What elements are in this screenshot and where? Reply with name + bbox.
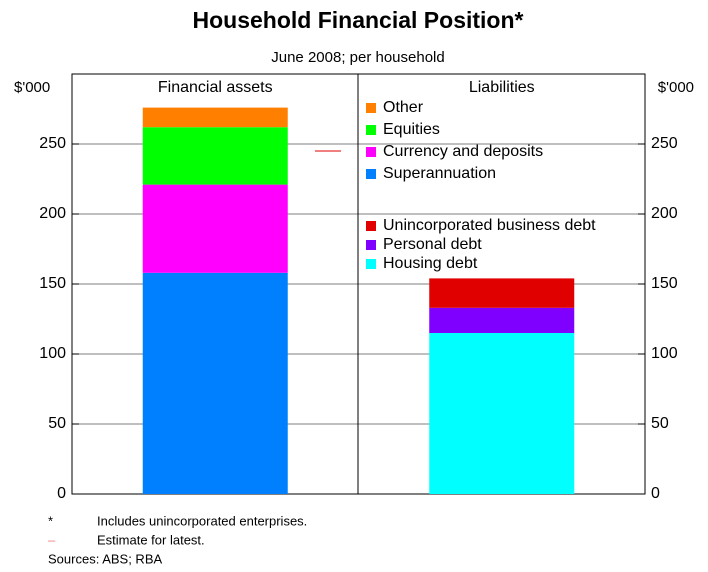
legend-label: Other [383,99,424,116]
y-tick-label: 50 [48,415,66,432]
chart-subtitle: June 2008; per household [271,49,444,66]
legend-label: Unincorporated business debt [383,217,596,234]
legend-label: Personal debt [383,236,482,253]
legend-label: Currency and deposits [383,143,543,160]
bar-segment [142,127,288,185]
legend-swatch [366,103,376,113]
y-tick-label: 150 [39,275,66,292]
chart-title: Household Financial Position* [193,7,524,33]
y2-tick-label: 0 [651,485,660,502]
y-tick-label: 200 [39,205,66,222]
y2-tick-label: 50 [651,415,669,432]
category-label: Financial assets [158,79,273,96]
bar-segment [429,333,575,494]
bar-segment [142,107,288,128]
legend-label: Housing debt [383,255,478,272]
bar-segment [429,307,575,333]
legend-label: Equities [383,121,440,138]
legend-swatch [366,259,376,269]
bar-segment [142,184,288,273]
footnote-marker: * [48,513,53,528]
y-tick-label: 0 [57,485,66,502]
footnote: Estimate for latest. [97,532,205,547]
y2-tick-label: 250 [651,135,678,152]
y-axis-label: $'000 [14,79,50,96]
y2-tick-label: 150 [651,275,678,292]
category-label: Liabilities [469,79,535,96]
legend-swatch [366,147,376,157]
legend-label: Superannuation [383,165,496,182]
legend-swatch [366,125,376,135]
footnote: Includes unincorporated enterprises. [97,513,307,528]
y-tick-label: 250 [39,135,66,152]
sources: Sources: ABS; RBA [48,551,162,566]
bar-segment [142,272,288,494]
legend-swatch [366,169,376,179]
legend-swatch [366,240,376,250]
y2-axis-label: $'000 [658,79,694,96]
footnote-marker: – [48,532,56,547]
y-tick-label: 100 [39,345,66,362]
y2-tick-label: 100 [651,345,678,362]
legend-swatch [366,221,376,231]
y2-tick-label: 200 [651,205,678,222]
bar-segment [429,278,575,308]
